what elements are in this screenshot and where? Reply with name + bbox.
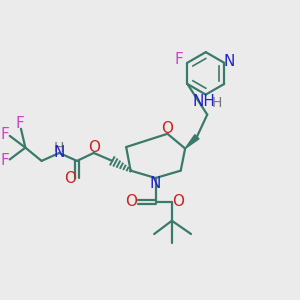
Text: H: H — [212, 95, 222, 110]
Text: O: O — [88, 140, 100, 155]
Text: O: O — [64, 171, 76, 186]
Polygon shape — [185, 135, 199, 148]
Text: NH: NH — [193, 94, 216, 110]
Text: N: N — [224, 54, 235, 69]
Text: N: N — [54, 146, 65, 160]
Text: H: H — [54, 141, 64, 154]
Text: N: N — [150, 176, 161, 191]
Text: F: F — [175, 52, 184, 67]
Text: O: O — [172, 194, 184, 209]
Text: O: O — [125, 194, 137, 209]
Text: F: F — [1, 127, 10, 142]
Text: O: O — [161, 121, 173, 136]
Text: F: F — [1, 153, 10, 168]
Text: F: F — [15, 116, 24, 131]
